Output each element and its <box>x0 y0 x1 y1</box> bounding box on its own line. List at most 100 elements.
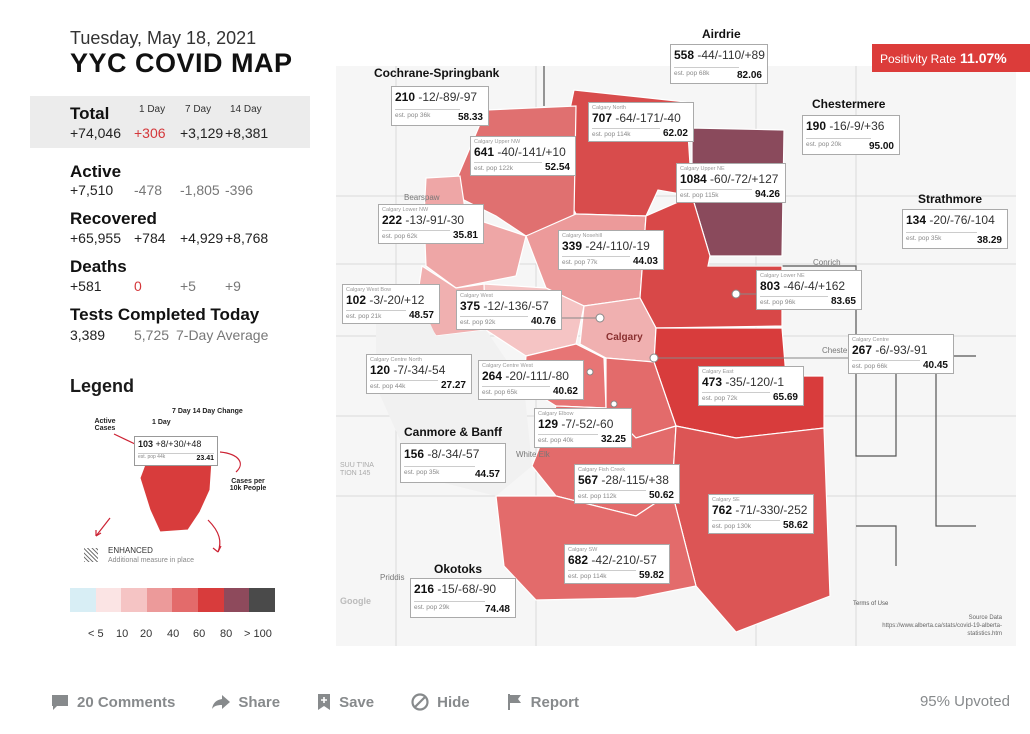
region-box-okotoks: 216 -15/-68/-90 est. pop 29k 74.48 <box>410 578 516 618</box>
region-box-calgary-nosehill: Calgary Nosehill 339 -24/-110/-19 est. p… <box>558 230 664 270</box>
region-box-calgary-fish-creek: Calgary Fish Creek 567 -28/-115/+38 est.… <box>574 464 680 504</box>
region-box-calgary-lower-nw: Calgary Lower NW 222 -13/-91/-30 est. po… <box>378 204 484 244</box>
col-header-7day: 7 Day <box>185 104 212 115</box>
report-label: Report <box>530 693 579 711</box>
region-box-calgary-upper-nw: Calgary Upper NW 641 -40/-141/+10 est. p… <box>470 136 576 176</box>
region-title-okotoks: Okotoks <box>434 562 483 576</box>
region-box-calgary-se: Calgary SE 762 -71/-330/-252 est. pop 13… <box>708 494 814 534</box>
map-label-priddis: Priddis <box>380 573 405 582</box>
tests-label: Tests Completed Today <box>70 305 260 324</box>
legend-enhanced-sub: Additional measure in place <box>108 557 194 564</box>
color-scale-swatch <box>197 588 224 612</box>
legend-sample-box: 103 +8/+30/+48 est. pop 44k 23.41 <box>134 436 218 466</box>
total-stats-panel <box>30 96 310 148</box>
deaths-7day: +5 <box>180 278 196 294</box>
map-label-white-elk: White Elk <box>516 450 550 459</box>
color-scale-label: 60 <box>193 628 206 640</box>
region-title-canmore: Canmore & Banff <box>404 425 503 439</box>
upvote-percentage: 95% Upvoted <box>919 693 1010 710</box>
color-scale-swatch <box>249 588 275 612</box>
region-box-airdrie: 558 -44/-110/+89 est. pop 68k 82.06 <box>670 44 768 84</box>
legend-title: Legend <box>70 376 135 396</box>
active-14day: -396 <box>225 182 254 198</box>
color-scale-label: 40 <box>167 628 180 640</box>
region-box-calgary-east: Calgary East 473 -35/-120/-1 est. pop 72… <box>698 366 804 406</box>
region-box-canmore: 156 -8/-34/-57 est. pop 35k 44.57 <box>400 443 506 483</box>
region-box-calgary-centre-north: Calgary Centre North 120 -7/-34/-54 est.… <box>366 354 472 394</box>
map-label-chestermere-town: Cheste <box>822 346 848 355</box>
legend-cases-per: Cases per 10k People <box>229 478 267 492</box>
legend-diagram <box>95 433 241 553</box>
recovered-label: Recovered <box>70 209 157 228</box>
active-1day: -478 <box>134 182 163 198</box>
total-14day: +8,381 <box>225 125 269 141</box>
deaths-1day: 0 <box>134 278 142 294</box>
save-label: Save <box>339 693 375 711</box>
bookmark-plus-icon <box>318 694 331 710</box>
flag-icon <box>507 694 521 710</box>
share-label: Share <box>238 693 281 711</box>
map-label-calgary: Calgary <box>606 332 643 343</box>
deaths-14day: +9 <box>225 278 241 294</box>
deaths-label: Deaths <box>70 257 127 276</box>
legend-sample-figures: 103 +8/+30/+48 <box>138 439 202 449</box>
recovered-value: +65,955 <box>70 230 121 246</box>
source-title: Source Data <box>968 615 1002 621</box>
post-action-bar: 20 Comments Share Save Hide Report <box>50 690 615 714</box>
region-box-strathmore: 134 -20/-76/-104 est. pop 35k 38.29 <box>902 209 1008 249</box>
region-box-calgary-sw: Calgary SW 682 -42/-210/-57 est. pop 114… <box>564 544 670 584</box>
google-logo: Google <box>340 596 371 606</box>
enhanced-hatch-icon <box>84 548 98 562</box>
comments-label: 20 Comments <box>77 693 176 711</box>
region-box-calgary-elbow: Calgary Elbow 129 -7/-52/-60 est. pop 40… <box>534 408 632 448</box>
source-url[interactable]: https://www.alberta.ca/stats/covid-19-al… <box>882 623 1002 637</box>
active-value: +7,510 <box>70 182 114 198</box>
region-box-calgary-upper-ne: Calgary Upper NE 1084 -60/-72/+127 est. … <box>676 163 786 203</box>
legend-sample-pop: est. pop 44k 23.41 <box>138 453 214 462</box>
map-label-tsuutina: SUU T'INA TION 145 <box>340 462 374 477</box>
region-title-chestermere: Chestermere <box>812 97 886 111</box>
color-scale-swatch <box>223 588 250 612</box>
legend-region-shape <box>139 459 213 533</box>
hide-button[interactable]: Hide <box>410 692 470 712</box>
color-scale-label: > 100 <box>244 628 272 640</box>
color-scale <box>70 588 275 612</box>
color-scale-swatch <box>70 588 96 612</box>
share-icon <box>212 695 231 709</box>
region-box-chestermere: 190 -16/-9/+36 est. pop 20k 95.00 <box>802 115 900 155</box>
region-box-calgary-lower-ne: Calgary Lower NE 803 -46/-4/+162 est. po… <box>756 270 862 310</box>
col-header-1day: 1 Day <box>139 104 166 115</box>
color-scale-label: < 5 <box>88 628 104 640</box>
region-title-airdrie: Airdrie <box>702 27 741 41</box>
col-header-14day: 14 Day <box>230 104 262 115</box>
share-button[interactable]: Share <box>211 693 280 711</box>
comments-button[interactable]: 20 Comments <box>50 693 175 711</box>
legend-enhanced: ENHANCED <box>108 546 153 555</box>
map-date: Tuesday, May 18, 2021 <box>70 28 257 48</box>
tests-7day-avg: 5,725 <box>134 327 170 343</box>
region-box-calgary-centre-west: Calgary Centre West 264 -20/-111/-80 est… <box>478 360 584 400</box>
region-title-strathmore: Strathmore <box>918 192 983 206</box>
tests-7day-avg-label: 7-Day Average <box>176 327 269 343</box>
map-terms-link[interactable]: Terms of Use <box>853 601 889 607</box>
region-box-calgary-west: Calgary West 375 -12/-136/-57 est. pop 9… <box>456 290 562 330</box>
recovered-14day: +8,768 <box>225 230 269 246</box>
comment-icon <box>52 695 68 710</box>
deaths-value: +581 <box>70 278 102 294</box>
color-scale-swatch <box>121 588 147 612</box>
total-value: +74,046 <box>70 125 121 141</box>
legend-1day: 1 Day <box>152 419 171 426</box>
hide-label: Hide <box>437 693 470 711</box>
color-scale-swatch <box>172 588 198 612</box>
color-scale-label: 10 <box>116 628 129 640</box>
tests-value: 3,389 <box>70 327 106 343</box>
region-box-calgary-north: Calgary North 707 -64/-171/-40 est. pop … <box>588 102 694 142</box>
source-data: Source Data https://www.alberta.ca/stats… <box>862 614 1002 638</box>
map-label-conrich: Conrich <box>813 258 841 267</box>
total-1day: +306 <box>134 125 166 141</box>
hide-circle-slash-icon <box>411 693 429 711</box>
save-button[interactable]: Save <box>316 693 374 711</box>
total-label: Total <box>70 104 110 123</box>
map-label-bearspaw: Bearspaw <box>404 193 440 202</box>
report-button[interactable]: Report <box>506 693 579 711</box>
